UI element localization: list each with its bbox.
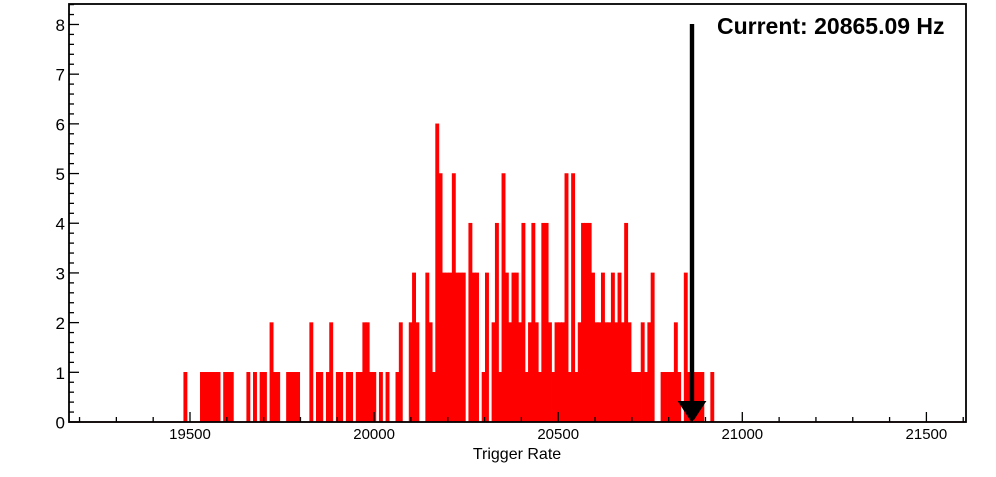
svg-text:19500: 19500 xyxy=(169,426,211,443)
svg-text:20000: 20000 xyxy=(353,426,395,443)
svg-text:20500: 20500 xyxy=(537,426,579,443)
svg-text:8: 8 xyxy=(56,16,65,35)
svg-text:21500: 21500 xyxy=(906,426,948,443)
svg-text:0: 0 xyxy=(56,414,65,433)
svg-text:2: 2 xyxy=(56,314,65,333)
svg-text:6: 6 xyxy=(56,115,65,134)
svg-text:3: 3 xyxy=(56,264,65,283)
svg-text:Trigger Rate: Trigger Rate xyxy=(473,446,561,463)
svg-text:Current: 20865.09 Hz: Current: 20865.09 Hz xyxy=(717,13,945,39)
svg-text:5: 5 xyxy=(56,165,65,184)
svg-text:1: 1 xyxy=(56,364,65,383)
svg-text:4: 4 xyxy=(56,215,65,234)
svg-text:21000: 21000 xyxy=(721,426,763,443)
svg-text:7: 7 xyxy=(56,66,65,85)
